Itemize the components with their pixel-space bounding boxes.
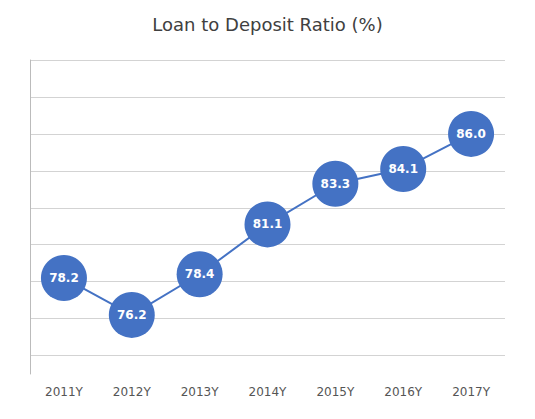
svg-text:2016Y: 2016Y (384, 385, 423, 399)
svg-text:2014Y: 2014Y (249, 385, 288, 399)
svg-text:84.1: 84.1 (388, 162, 418, 176)
svg-text:86.0: 86.0 (456, 127, 486, 141)
svg-text:81.1: 81.1 (253, 217, 283, 231)
svg-text:2012Y: 2012Y (113, 385, 152, 399)
svg-text:Loan to Deposit Ratio (%): Loan to Deposit Ratio (%) (152, 14, 382, 35)
svg-text:2017Y: 2017Y (452, 385, 491, 399)
svg-text:78.4: 78.4 (185, 267, 215, 281)
svg-text:2011Y: 2011Y (45, 385, 84, 399)
svg-text:2015Y: 2015Y (316, 385, 355, 399)
svg-text:76.2: 76.2 (117, 308, 147, 322)
svg-text:83.3: 83.3 (321, 177, 351, 191)
svg-text:78.2: 78.2 (49, 271, 79, 285)
svg-text:2013Y: 2013Y (181, 385, 220, 399)
